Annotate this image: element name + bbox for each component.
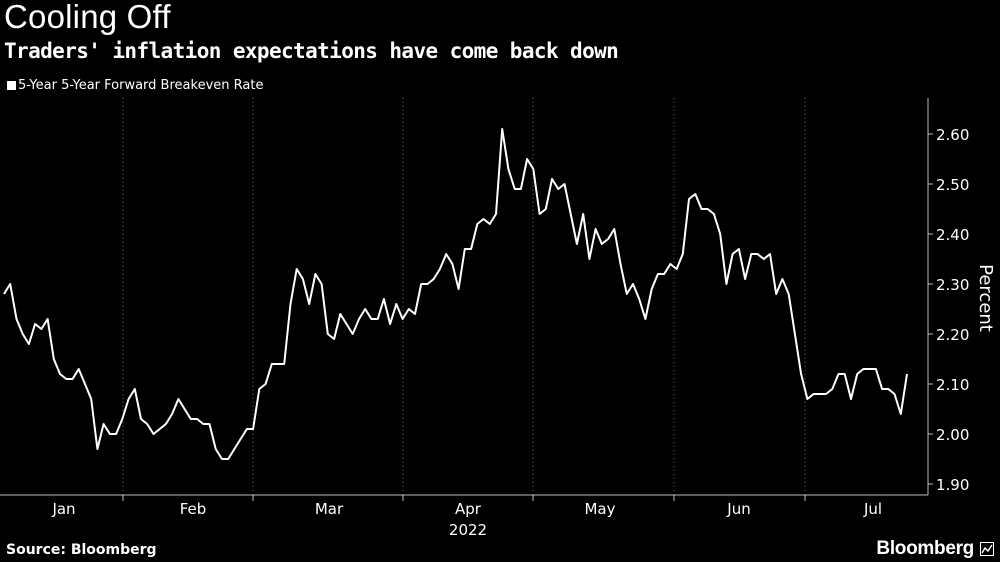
chart-subtitle: Traders' inflation expectations have com… [4, 39, 619, 63]
y-tick-label: 2.60 [936, 126, 969, 144]
y-tick-label: 2.10 [936, 376, 969, 394]
y-tick-label: 2.40 [936, 226, 969, 244]
y-tick-label: 2.00 [936, 426, 969, 444]
x-tick-label: Jun [726, 500, 750, 518]
y-tick-label: 2.50 [936, 176, 969, 194]
legend-swatch [7, 81, 16, 90]
y-tick-label: 2.30 [936, 276, 969, 294]
x-axis-year-label: 2022 [449, 521, 487, 539]
legend-label: 5-Year 5-Year Forward Breakeven Rate [18, 78, 264, 93]
legend: 5-Year 5-Year Forward Breakeven Rate [7, 78, 263, 93]
x-tick-label: May [584, 500, 615, 518]
chart-title: Cooling Off [4, 0, 171, 35]
source-note: Source: Bloomberg [6, 542, 157, 558]
y-tick-label: 1.90 [936, 476, 969, 494]
x-tick-label: Mar [315, 500, 344, 518]
x-tick-label: Jan [51, 500, 75, 518]
bloomberg-logo: Bloomberg [876, 538, 974, 559]
y-axis-title: Percent [975, 264, 996, 332]
chart-glyph-icon [980, 542, 994, 556]
series-line-breakeven-rate [3, 128, 908, 460]
x-tick-label: Apr [455, 500, 482, 518]
x-tick-label: Jul [863, 500, 882, 518]
x-tick-label: Feb [180, 500, 207, 518]
y-tick-label: 2.20 [936, 326, 969, 344]
